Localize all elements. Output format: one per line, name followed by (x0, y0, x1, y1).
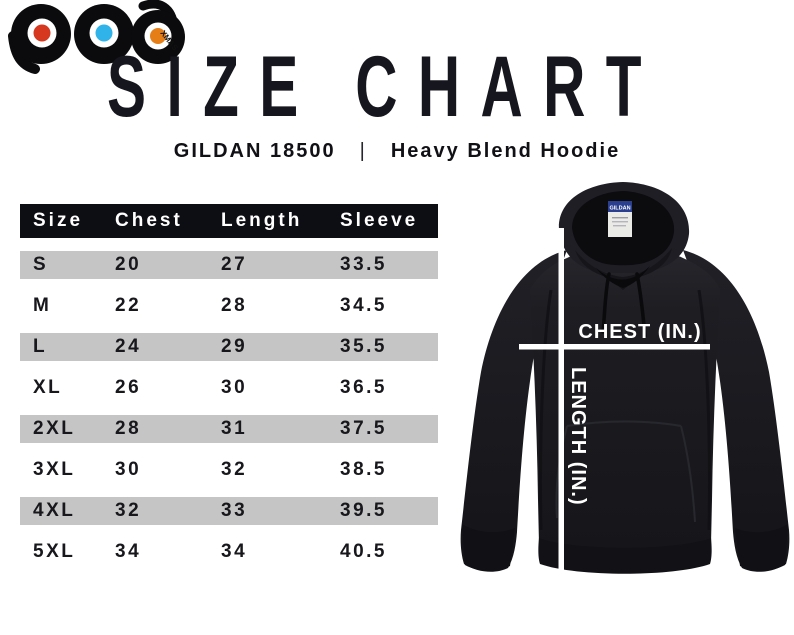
cell-size: 2XL (33, 418, 76, 439)
cell-length: 27 (221, 254, 248, 275)
cell-sleeve: 36.5 (340, 377, 387, 398)
logo-dot-blue (95, 24, 113, 42)
page-title: SIZE CHART (107, 39, 662, 135)
cell-chest: 22 (115, 295, 142, 316)
hoodie-left-cuff (462, 524, 515, 571)
subtitle-separator: | (359, 140, 367, 162)
chest-label: CHEST (IN.) (578, 321, 701, 343)
cell-sleeve: 35.5 (340, 336, 387, 357)
cell-sleeve: 39.5 (340, 500, 387, 521)
cell-length: 32 (221, 459, 248, 480)
cell-sleeve: 37.5 (340, 418, 387, 439)
product-name: Heavy Blend Hoodie (390, 140, 621, 162)
column-header-size: Size (33, 210, 84, 231)
cell-size: 4XL (33, 500, 76, 521)
cell-size: 5XL (33, 541, 76, 562)
logo-dot-red (33, 24, 51, 42)
cell-chest: 24 (115, 336, 142, 357)
cell-chest: 34 (115, 541, 142, 562)
cell-chest: 32 (115, 500, 142, 521)
cell-chest: 30 (115, 459, 142, 480)
table-row-l: L 24 29 35.5 (20, 333, 438, 361)
hoodie-left-sleeve (460, 250, 567, 572)
hoodie-image: GILDAN CHEST (IN.) LENGTH (IN.) (455, 180, 794, 580)
hoodie-right-cuff (735, 524, 788, 571)
chest-line (519, 344, 710, 350)
pod-logo-graphic: XMAS (8, 0, 185, 74)
cell-size: 3XL (33, 459, 76, 480)
cell-sleeve: 40.5 (340, 541, 387, 562)
cell-chest: 26 (115, 377, 142, 398)
right-seam-shadow (697, 289, 712, 531)
hoodie-body (530, 249, 720, 554)
logo-letter-d (131, 0, 185, 64)
column-header-sleeve: Sleeve (340, 210, 419, 231)
cell-chest: 28 (115, 418, 142, 439)
table-row-xl: XL 26 30 36.5 (20, 374, 438, 402)
product-code: GILDAN 18500 (173, 140, 336, 162)
tag-brand-text: GILDAN (609, 206, 630, 212)
table-header-row: Size Chest Length Sleeve (20, 204, 438, 238)
cell-length: 31 (221, 418, 248, 439)
cell-length: 30 (221, 377, 248, 398)
table-row-3xl: 3XL 30 32 38.5 (20, 456, 438, 484)
length-label: LENGTH (IN.) (567, 367, 589, 506)
column-header-length: Length (221, 210, 303, 231)
hood-drawstrings (601, 272, 647, 338)
table-row-m: M 22 28 34.5 (20, 292, 438, 320)
cell-sleeve: 34.5 (340, 295, 387, 316)
pod-logo: XMAS (8, 0, 186, 96)
length-line (558, 228, 564, 573)
product-subtitle: GILDAN 18500 | Heavy Blend Hoodie (0, 140, 794, 163)
logo-letter-o (74, 4, 134, 64)
cell-size: XL (33, 377, 63, 398)
cell-chest: 20 (115, 254, 142, 275)
table-row-4xl: 4XL 32 33 39.5 (20, 497, 438, 525)
size-chart-table: Size Chest Length Sleeve S 20 27 33.5 M … (20, 204, 438, 579)
hoodie-hem (538, 538, 712, 574)
gildan-tag: GILDAN (608, 201, 632, 237)
table-row-5xl: 5XL 34 34 40.5 (20, 538, 438, 566)
left-seam-shadow (538, 289, 553, 531)
cell-sleeve: 38.5 (340, 459, 387, 480)
column-header-chest: Chest (115, 210, 183, 231)
cell-length: 34 (221, 541, 248, 562)
cell-length: 28 (221, 295, 248, 316)
logo-dot-orange (150, 28, 166, 44)
logo-letter-p (8, 4, 71, 74)
table-row-s: S 20 27 33.5 (20, 251, 438, 279)
cell-size: L (33, 336, 48, 357)
cell-length: 33 (221, 500, 248, 521)
kangaroo-pocket (555, 420, 696, 523)
table-row-2xl: 2XL 28 31 37.5 (20, 415, 438, 443)
hoodie-right-sleeve (683, 250, 790, 572)
cell-sleeve: 33.5 (340, 254, 387, 275)
cell-size: M (33, 295, 52, 316)
cell-size: S (33, 254, 49, 275)
cell-length: 29 (221, 336, 248, 357)
